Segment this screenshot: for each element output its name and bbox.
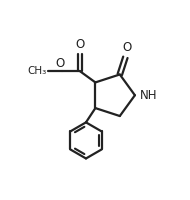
Text: O: O (123, 41, 132, 54)
Text: O: O (55, 57, 64, 70)
Text: CH₃: CH₃ (28, 66, 47, 76)
Text: O: O (75, 38, 85, 51)
Text: NH: NH (140, 89, 157, 102)
